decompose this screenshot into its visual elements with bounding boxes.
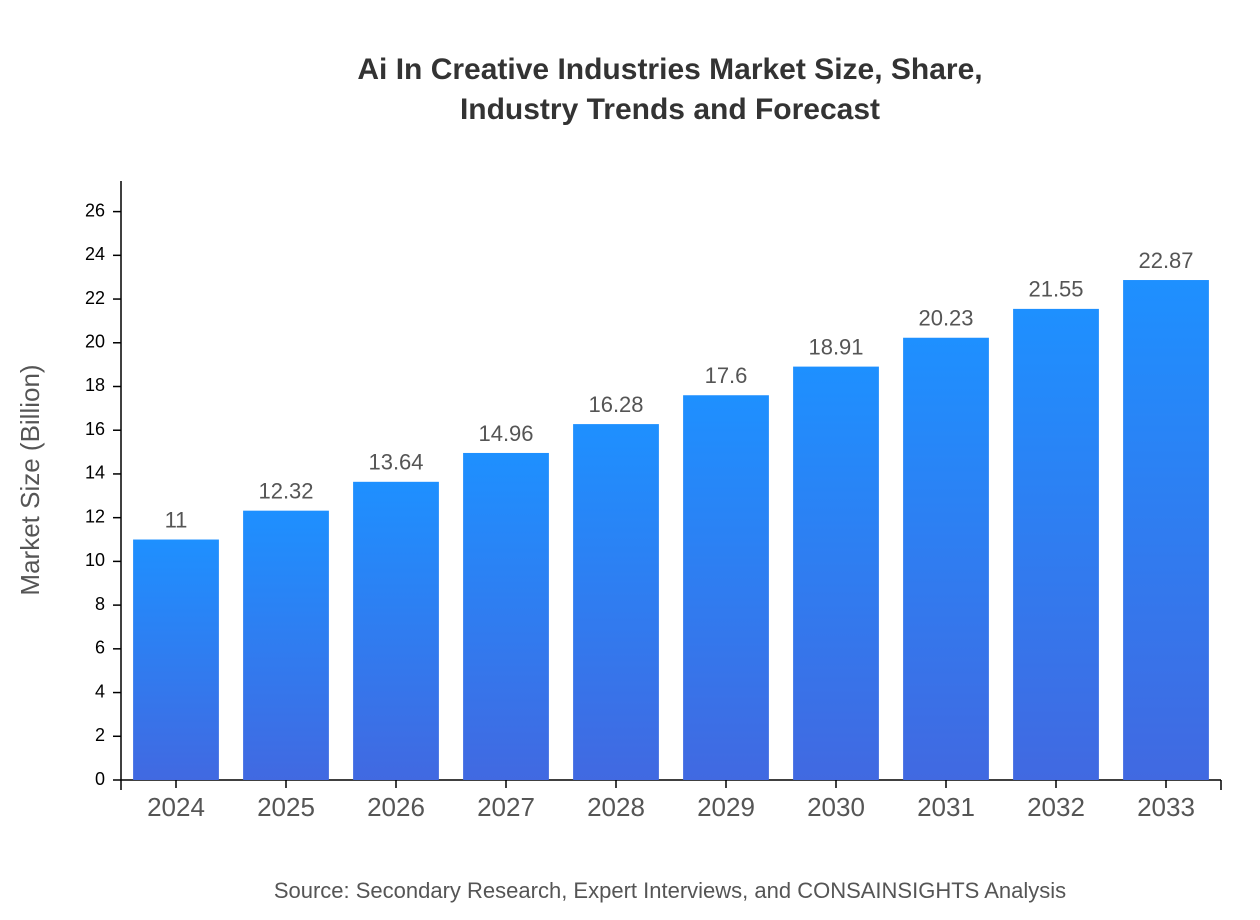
y-tick-label: 6 — [95, 638, 105, 658]
y-tick-label: 18 — [85, 375, 105, 395]
y-tick-label: 14 — [85, 463, 105, 483]
bar — [683, 395, 769, 780]
y-tick-label: 26 — [85, 200, 105, 220]
y-tick-label: 10 — [85, 550, 105, 570]
x-tick-label: 2028 — [587, 792, 645, 822]
bar — [243, 510, 329, 780]
bar — [903, 337, 989, 780]
y-tick-label: 24 — [85, 244, 105, 264]
bar — [793, 366, 879, 780]
bar — [573, 424, 659, 780]
bar — [353, 481, 439, 780]
value-label: 11 — [165, 507, 188, 532]
value-label: 21.55 — [1028, 277, 1083, 302]
value-label: 20.23 — [918, 306, 973, 331]
bar — [133, 539, 219, 780]
x-tick-label: 2033 — [1137, 792, 1195, 822]
x-tick-label: 2032 — [1027, 792, 1085, 822]
y-tick-label: 20 — [85, 332, 105, 352]
chart-title: Ai In Creative Industries Market Size, S… — [357, 53, 983, 126]
value-label: 12.32 — [258, 478, 313, 503]
value-label: 17.6 — [705, 363, 748, 388]
bar — [1123, 280, 1209, 780]
value-label: 18.91 — [808, 334, 863, 359]
y-tick-label: 12 — [85, 506, 105, 526]
x-tick-label: 2025 — [257, 792, 315, 822]
value-label: 22.87 — [1138, 248, 1193, 273]
y-tick-label: 16 — [85, 419, 105, 439]
x-tick-label: 2030 — [807, 792, 865, 822]
x-tick-label: 2026 — [367, 792, 425, 822]
bar — [463, 452, 549, 780]
value-label: 14.96 — [478, 421, 533, 446]
y-tick-label: 4 — [95, 681, 105, 701]
y-tick-label: 22 — [85, 288, 105, 308]
x-tick-label: 2024 — [147, 792, 205, 822]
source-note: Source: Secondary Research, Expert Inter… — [274, 878, 1066, 903]
y-axis-label: Market Size (Billion) — [15, 364, 45, 595]
y-tick-label: 2 — [95, 725, 105, 745]
y-tick-label: 8 — [95, 594, 105, 614]
bar — [1013, 308, 1099, 780]
value-label: 16.28 — [588, 392, 643, 417]
x-tick-label: 2029 — [697, 792, 755, 822]
value-label: 13.64 — [368, 450, 423, 475]
x-tick-label: 2031 — [917, 792, 975, 822]
x-tick-label: 2027 — [477, 792, 535, 822]
y-tick-label: 0 — [95, 769, 105, 789]
